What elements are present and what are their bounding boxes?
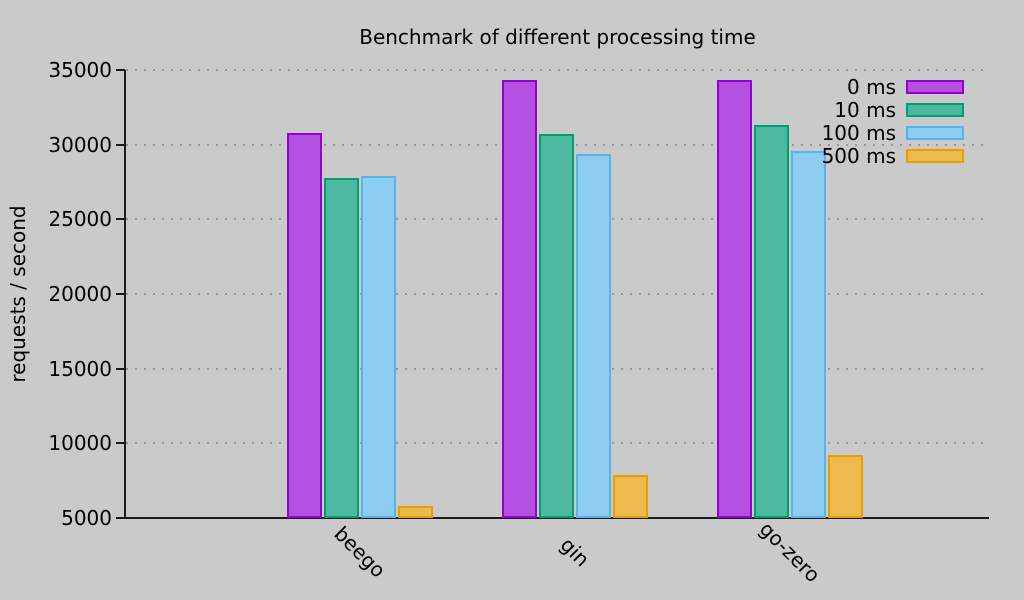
y-tick-label: 25000 [48,207,112,232]
y-tick-mark [116,293,125,295]
y-tick-mark [116,69,125,71]
legend-label: 100 ms [821,121,896,145]
legend-label: 10 ms [834,98,896,122]
y-tick-label: 10000 [48,431,112,456]
bar-gin-10ms [539,134,574,518]
bar-beego-500ms [398,506,433,518]
bar-gin-100ms [576,153,611,518]
y-tick-mark [116,517,125,519]
bar-gin-500ms [613,474,648,518]
bar-go-zero-10ms [754,125,789,518]
bar-gin-0ms [502,79,537,518]
y-tick-mark [116,218,125,221]
x-tick-label-gin: gin [555,532,595,572]
y-tick-label: 30000 [48,132,112,157]
bar-go-zero-0ms [717,80,752,518]
legend-row: 10 ms [822,100,964,120]
legend-row: 100 ms [822,123,964,143]
bar-beego-10ms [324,177,359,518]
bar-beego-0ms [287,133,322,518]
y-tick-label: 35000 [48,58,112,82]
legend-swatch [906,80,964,94]
gridline [126,69,989,71]
chart-title: Benchmark of different processing time [359,25,756,49]
x-tick-label-go-zero: go-zero [754,516,826,588]
x-axis-line [124,517,989,519]
legend-swatch [906,126,964,140]
legend-row: 0 ms [822,77,964,97]
bar-beego-100ms [361,176,396,518]
y-tick-mark [116,367,125,370]
y-tick-label: 15000 [48,356,112,381]
x-tick-label-beego: beego [329,521,391,583]
y-axis-line [124,70,126,519]
y-tick-label: 5000 [61,506,112,530]
bar-go-zero-500ms [828,455,863,518]
legend-label: 0 ms [847,75,896,99]
legend-swatch [906,149,964,163]
legend-swatch [906,103,964,117]
legend-label: 500 ms [821,144,896,168]
y-tick-label: 20000 [48,282,112,306]
y-tick-mark [116,143,125,146]
legend-row: 500 ms [822,146,964,166]
y-tick-mark [116,442,125,445]
bar-go-zero-100ms [791,150,826,518]
legend: 0 ms 10 ms 100 ms 500 ms [822,77,964,166]
